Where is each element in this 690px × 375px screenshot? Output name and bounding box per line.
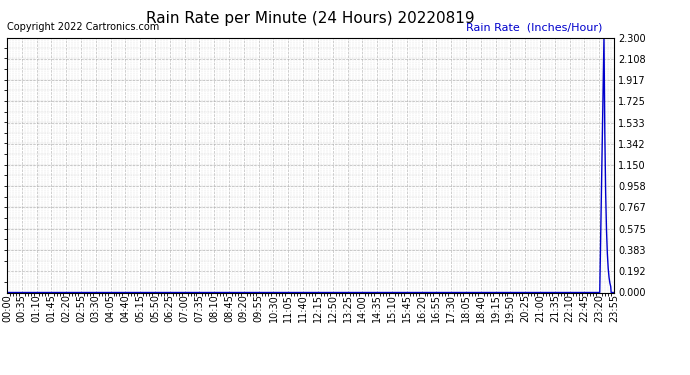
Text: Rain Rate  (Inches/Hour): Rain Rate (Inches/Hour): [466, 22, 602, 32]
Text: Copyright 2022 Cartronics.com: Copyright 2022 Cartronics.com: [7, 22, 159, 32]
Text: Rain Rate per Minute (24 Hours) 20220819: Rain Rate per Minute (24 Hours) 20220819: [146, 11, 475, 26]
